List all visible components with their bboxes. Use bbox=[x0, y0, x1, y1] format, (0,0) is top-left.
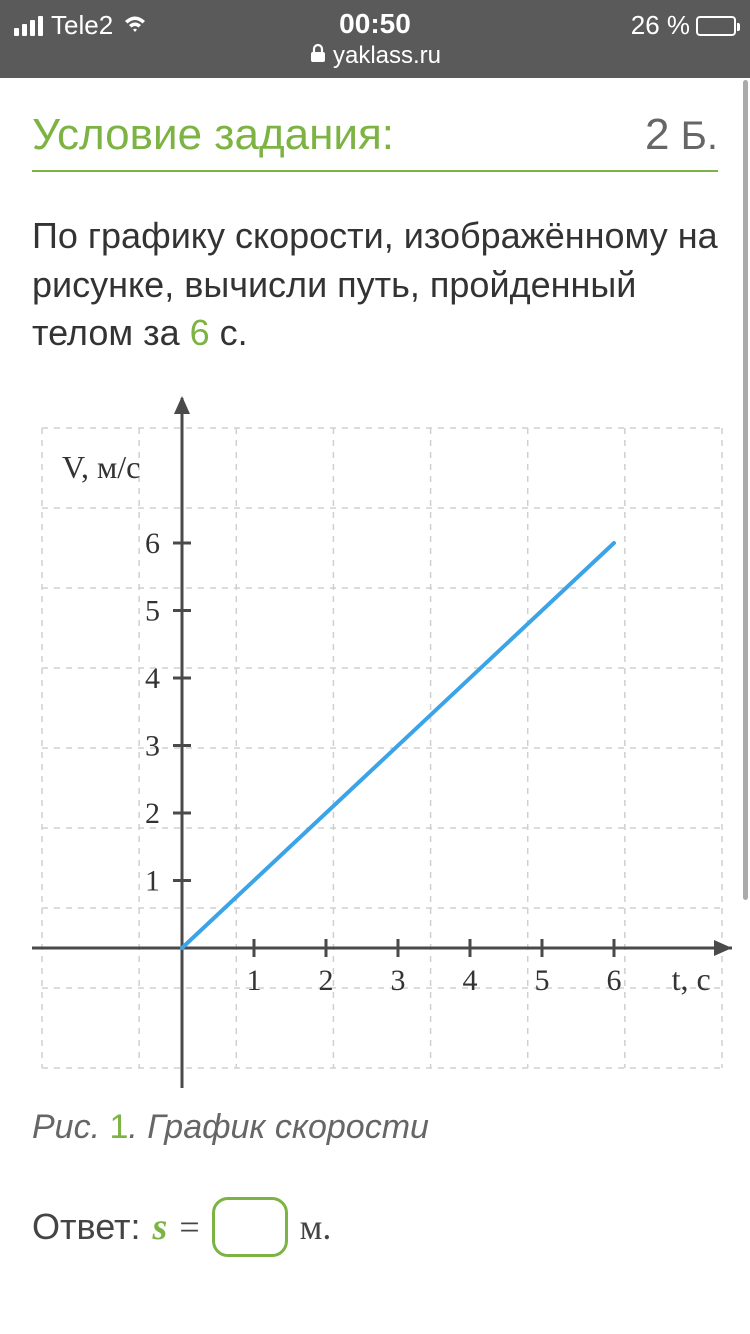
answer-label: Ответ: bbox=[32, 1206, 141, 1248]
problem-accent: 6 bbox=[190, 312, 210, 353]
problem-before: По графику скорости, изображённому на ри… bbox=[32, 215, 718, 353]
svg-text:t, с: t, с bbox=[672, 961, 711, 997]
svg-text:5: 5 bbox=[145, 594, 160, 627]
svg-text:3: 3 bbox=[391, 964, 406, 997]
battery-icon bbox=[696, 16, 736, 36]
svg-text:4: 4 bbox=[463, 964, 478, 997]
svg-text:2: 2 bbox=[145, 797, 160, 830]
points-badge: 2 Б. bbox=[645, 110, 718, 160]
answer-unit: м. bbox=[300, 1206, 332, 1248]
signal-icon bbox=[14, 16, 43, 36]
points-value: 2 bbox=[645, 110, 669, 159]
url-text: yaklass.ru bbox=[333, 42, 441, 70]
caption-prefix: Рис. bbox=[32, 1108, 109, 1146]
status-center: 00:50 yaklass.ru bbox=[309, 8, 441, 70]
svg-text:1: 1 bbox=[145, 864, 160, 897]
svg-text:6: 6 bbox=[607, 964, 622, 997]
answer-var: s bbox=[153, 1205, 168, 1249]
answer-input[interactable] bbox=[212, 1197, 288, 1257]
caption-num: 1 bbox=[109, 1108, 128, 1146]
caption-text: . График скорости bbox=[128, 1108, 429, 1146]
answer-row: Ответ: s = м. bbox=[32, 1197, 718, 1257]
problem-text: По графику скорости, изображённому на ри… bbox=[32, 212, 718, 358]
svg-text:6: 6 bbox=[145, 527, 160, 560]
page-title: Условие задания: bbox=[32, 110, 394, 160]
figure-caption: Рис. 1. График скорости bbox=[32, 1108, 718, 1147]
main-content: Условие задания: 2 Б. По графику скорост… bbox=[0, 78, 750, 1257]
wifi-icon bbox=[121, 10, 149, 41]
url-bar[interactable]: yaklass.ru bbox=[309, 42, 441, 70]
svg-text:2: 2 bbox=[319, 964, 334, 997]
status-right: 26 % bbox=[631, 10, 736, 41]
svg-text:V, м/с: V, м/с bbox=[62, 449, 140, 485]
status-left: Tele2 bbox=[14, 10, 149, 41]
lock-icon bbox=[309, 42, 327, 70]
svg-text:1: 1 bbox=[247, 964, 262, 997]
points-unit: Б. bbox=[681, 114, 718, 158]
carrier-label: Tele2 bbox=[51, 10, 113, 41]
answer-eq: = bbox=[179, 1206, 199, 1248]
heading-row: Условие задания: 2 Б. bbox=[32, 110, 718, 172]
svg-text:3: 3 bbox=[145, 729, 160, 762]
status-bar: Tele2 00:50 yaklass.ru 26 % bbox=[0, 0, 750, 78]
velocity-chart: 1 2 3 4 5 6 1 2 3 4 5 6 t, с V, м/с bbox=[32, 388, 718, 1088]
problem-after: с. bbox=[210, 312, 248, 353]
svg-text:5: 5 bbox=[535, 964, 550, 997]
clock: 00:50 bbox=[309, 8, 441, 40]
scrollbar[interactable] bbox=[743, 80, 748, 900]
battery-pct: 26 % bbox=[631, 10, 690, 41]
svg-text:4: 4 bbox=[145, 662, 160, 695]
